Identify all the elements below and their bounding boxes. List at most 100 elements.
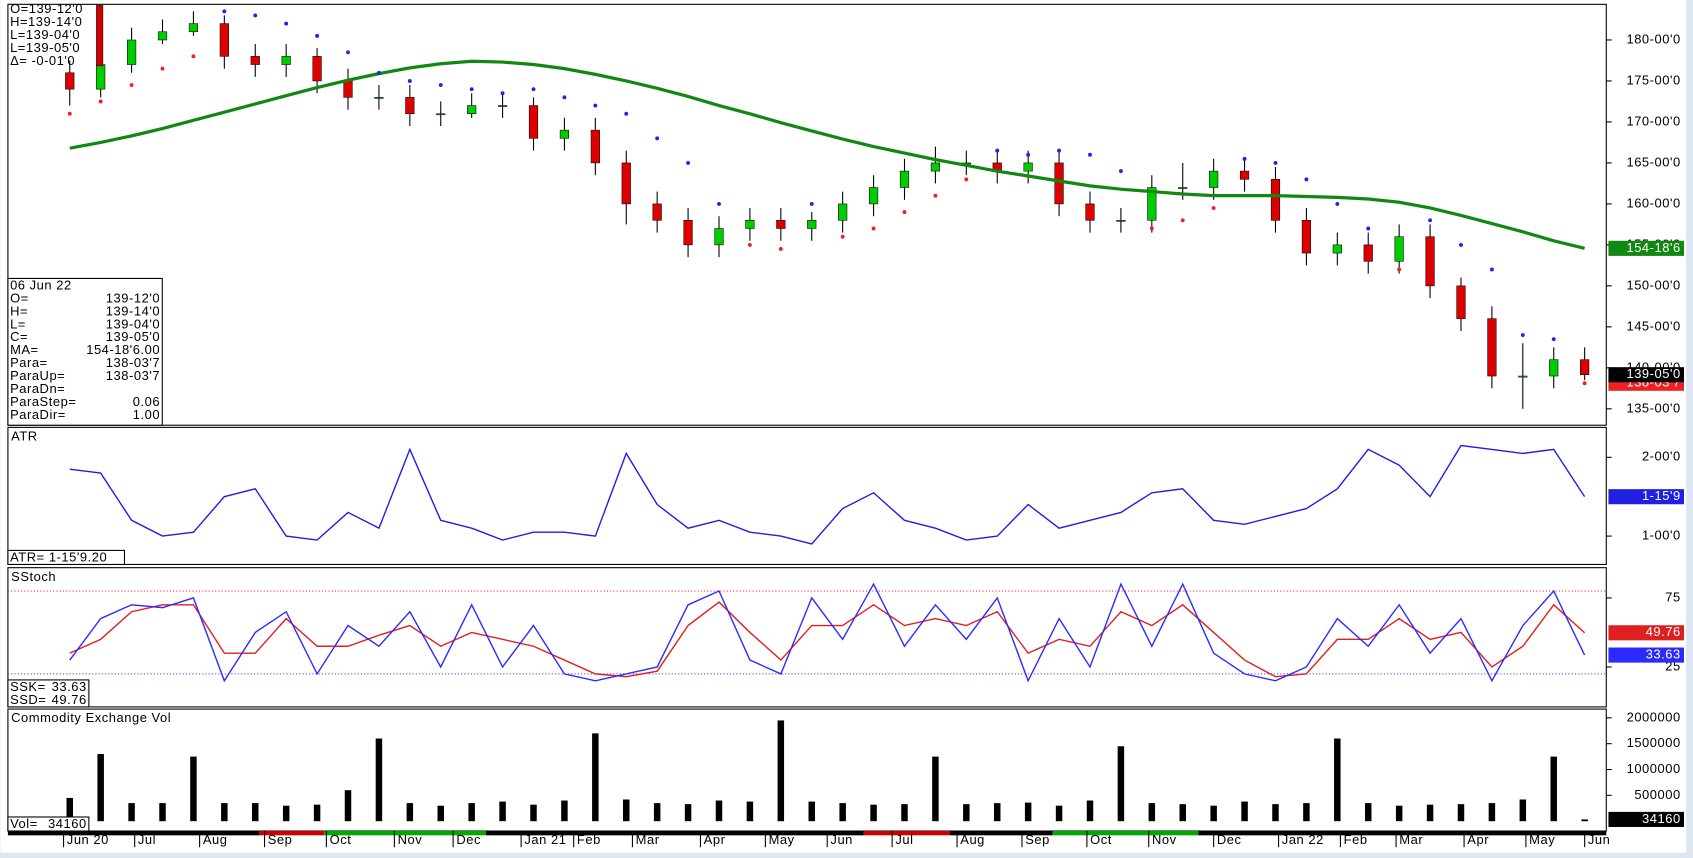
header-line: L=139-04'0 xyxy=(10,27,80,42)
sar-dot xyxy=(1088,152,1092,157)
candle-body xyxy=(1023,162,1033,172)
sar-dot xyxy=(562,95,567,100)
candle-body xyxy=(1270,179,1281,221)
volume-bar xyxy=(499,801,506,822)
sar-dot xyxy=(284,21,289,26)
sar-dot xyxy=(778,247,783,251)
candle-body xyxy=(312,56,322,82)
x-tick-label: Jul xyxy=(138,832,156,847)
candle-body xyxy=(250,56,260,65)
volume-bar xyxy=(1055,805,1063,822)
sar-dot xyxy=(747,242,752,247)
value-label: 1-15'9 xyxy=(1642,488,1681,503)
candle-body xyxy=(1054,162,1064,205)
sar-dot xyxy=(376,70,381,75)
panel-title: Commodity Exchange Vol xyxy=(11,710,171,725)
y-tick-label: 135-00'0 xyxy=(1626,400,1680,415)
info-label: O= xyxy=(10,290,29,305)
candle-body xyxy=(714,228,724,246)
candle-body xyxy=(1085,203,1095,221)
sar-dot xyxy=(1582,381,1587,386)
volume-bar xyxy=(1457,804,1465,822)
sar-dot xyxy=(469,87,474,92)
x-tick-label: Jun xyxy=(830,832,852,847)
sar-dot xyxy=(98,99,103,104)
volume-bar xyxy=(1581,819,1588,822)
sar-dot xyxy=(191,54,196,59)
volume-bar xyxy=(1519,799,1527,822)
panel-frame xyxy=(7,567,1607,708)
info-label: C= xyxy=(10,329,28,344)
sar-dot xyxy=(1428,218,1433,223)
sar-dot xyxy=(1520,333,1525,338)
info-label: ParaDir= xyxy=(10,407,66,422)
x-tick-label: Feb xyxy=(577,832,601,847)
info-value: 139-14'0 xyxy=(106,303,160,318)
volume-bar xyxy=(313,804,321,822)
candle-body xyxy=(868,187,879,205)
x-tick-label: Mar xyxy=(636,832,660,847)
panel-title: SStoch xyxy=(11,569,56,584)
sar-dot xyxy=(1118,169,1123,174)
volume-bar xyxy=(994,803,1001,822)
sar-dot xyxy=(1180,218,1185,223)
info-value: 154-18'6.00 xyxy=(86,342,160,357)
sar-dot xyxy=(1149,226,1154,231)
info-label: L= xyxy=(10,316,26,331)
y-tick-label: 1000000 xyxy=(1627,761,1681,776)
volume-bar xyxy=(1550,756,1557,822)
candle-body xyxy=(621,162,631,205)
info-value: 139-05'0 xyxy=(106,329,160,344)
x-tick-label: Sep xyxy=(1025,832,1050,847)
candle-body xyxy=(436,113,446,116)
volume-bar xyxy=(808,801,815,822)
volume-bar xyxy=(1210,805,1217,822)
candle-body xyxy=(65,72,75,90)
y-tick-label: 170-00'0 xyxy=(1626,113,1680,128)
sar-dot xyxy=(129,83,134,87)
volume-bar xyxy=(1086,800,1094,822)
candle-body xyxy=(1456,285,1466,319)
volume-bar xyxy=(1395,805,1403,822)
info-value: 138-03'7 xyxy=(106,355,160,370)
x-tick-label: Nov xyxy=(398,832,423,847)
readout-label: Vol= xyxy=(10,816,38,831)
readout: ATR= 1-15'9.20 xyxy=(10,549,107,564)
volume-bar xyxy=(159,803,166,822)
candle-body xyxy=(1580,359,1590,376)
candle-body xyxy=(405,97,415,115)
panel-title: ATR xyxy=(11,429,38,444)
y-tick-label: 2000000 xyxy=(1627,709,1681,724)
x-tick-label: Oct xyxy=(1090,832,1112,847)
volume-bar xyxy=(932,756,939,822)
value-label-box xyxy=(1608,647,1684,663)
info-label: ParaDn= xyxy=(10,381,65,396)
candle-body xyxy=(745,220,755,229)
volume-bar xyxy=(406,803,414,822)
volume-bar xyxy=(375,738,383,822)
candle-body xyxy=(1239,170,1250,180)
candle-body xyxy=(281,56,291,65)
candle-body xyxy=(559,129,570,139)
candle-body xyxy=(343,80,353,98)
volume-bar xyxy=(1488,803,1496,822)
y-tick-label: 500000 xyxy=(1634,787,1680,802)
header-line: O=139-12'0 xyxy=(10,1,83,16)
candle-body xyxy=(1425,236,1435,287)
info-value: 0.06 xyxy=(133,394,160,409)
info-value: 1.00 xyxy=(133,407,160,422)
candle-body xyxy=(188,23,199,33)
candle-body xyxy=(807,220,817,229)
indicator-line xyxy=(69,601,1586,678)
volume-bar xyxy=(1334,738,1341,822)
header-line: L=139-05'0 xyxy=(10,40,80,55)
volume-bar xyxy=(1303,803,1310,822)
sar-dot xyxy=(500,91,505,96)
y-tick-label: 160-00'0 xyxy=(1626,195,1680,210)
panel-frame xyxy=(7,3,1607,426)
candle-body xyxy=(1209,170,1219,188)
volume-bar xyxy=(1024,802,1032,822)
info-label: MA= xyxy=(10,342,39,357)
volume-bar xyxy=(777,720,785,822)
